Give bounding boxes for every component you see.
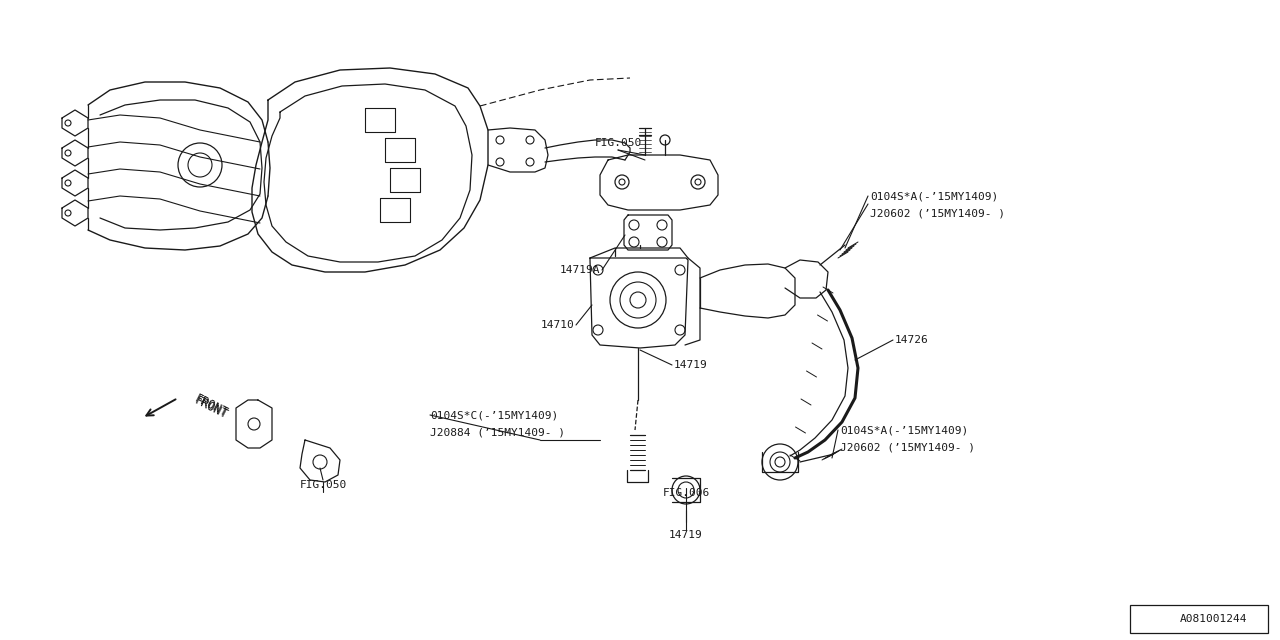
Text: 14719: 14719 xyxy=(669,530,703,540)
Text: 0104S*C(-’15MY1409): 0104S*C(-’15MY1409) xyxy=(430,410,558,420)
Text: FRONT: FRONT xyxy=(192,394,229,422)
Text: 0104S*A(-’15MY1409): 0104S*A(-’15MY1409) xyxy=(870,191,998,201)
Text: J20884 (’15MY1409- ): J20884 (’15MY1409- ) xyxy=(430,427,564,437)
Text: 14726: 14726 xyxy=(895,335,929,345)
Text: 14719A: 14719A xyxy=(559,265,600,275)
Text: FRONT: FRONT xyxy=(192,392,229,420)
Text: FIG.050: FIG.050 xyxy=(300,480,347,490)
Text: A081001244: A081001244 xyxy=(1179,614,1247,624)
Text: 0104S*A(-’15MY1409): 0104S*A(-’15MY1409) xyxy=(840,425,968,435)
Text: 14719: 14719 xyxy=(675,360,708,370)
Text: FIG.006: FIG.006 xyxy=(662,488,709,498)
Text: J20602 (’15MY1409- ): J20602 (’15MY1409- ) xyxy=(840,442,975,452)
Text: 14710: 14710 xyxy=(540,320,573,330)
Bar xyxy=(1130,605,1268,633)
Text: FIG.050: FIG.050 xyxy=(594,138,641,148)
Text: J20602 (’15MY1409- ): J20602 (’15MY1409- ) xyxy=(870,208,1005,218)
